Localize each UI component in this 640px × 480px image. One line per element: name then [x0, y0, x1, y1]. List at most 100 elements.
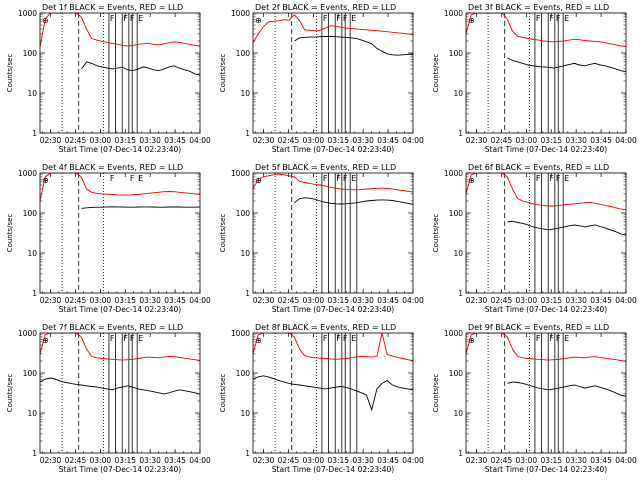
- plot-title: Det 3f BLACK = Events, RED = LLD: [468, 3, 609, 12]
- flag-letter: F: [130, 14, 135, 23]
- x-tick-label: 02:45: [65, 136, 87, 145]
- y-tick-label: 1000: [231, 329, 250, 338]
- x-tick-label: 04:00: [189, 136, 211, 145]
- x-tick-label: 03:45: [164, 296, 186, 305]
- x-axis-label: Start Time (07-Dec-14 02:23:40): [59, 465, 181, 474]
- y-tick-label: 1: [458, 129, 463, 138]
- plot-frame: [465, 12, 627, 134]
- x-tick-label: 03:00: [90, 296, 112, 305]
- plot-panel-6: Det 6f BLACK = Events, RED = LLD Counts/s…: [432, 163, 637, 314]
- plot-panel-4: Det 4f BLACK = Events, RED = LLD Counts/s…: [6, 163, 211, 314]
- x-tick-label: 03:30: [565, 136, 587, 145]
- plot-frame: [39, 172, 201, 294]
- flag-letter: E: [351, 174, 356, 183]
- flag-letter: F: [336, 174, 341, 183]
- flag-letter: F: [343, 334, 348, 343]
- x-tick-label: 04:00: [189, 296, 211, 305]
- flag-letter: F: [123, 334, 128, 343]
- flag-letter: F: [110, 334, 115, 343]
- x-tick-label: 02:30: [253, 136, 275, 145]
- x-tick-label: 03:45: [377, 296, 399, 305]
- x-axis-label: Start Time (07-Dec-14 02:23:40): [485, 305, 607, 314]
- x-tick-label: 03:45: [164, 136, 186, 145]
- y-tick-label: 100: [236, 49, 251, 58]
- plot-title: Det 6f BLACK = Events, RED = LLD: [468, 163, 609, 172]
- plot-panel-5: Det 5f BLACK = Events, RED = LLD Counts/s…: [219, 163, 424, 314]
- x-tick-label: 02:30: [253, 456, 275, 465]
- x-axis-label: Start Time (07-Dec-14 02:23:40): [485, 145, 607, 154]
- y-axis-label: Counts/sec: [219, 214, 227, 253]
- y-tick-label: 1000: [444, 169, 463, 178]
- plot-panel-8: Det 8f BLACK = Events, RED = LLD Counts/s…: [219, 323, 424, 474]
- x-tick-label: 02:30: [40, 136, 62, 145]
- series-events-line: [40, 377, 200, 395]
- flag-letter: E: [138, 14, 143, 23]
- y-tick-label: 100: [23, 49, 38, 58]
- x-axis-label: Start Time (07-Dec-14 02:23:40): [59, 145, 181, 154]
- series-events-line: [507, 381, 626, 397]
- x-axis-label: Start Time (07-Dec-14 02:23:40): [59, 305, 181, 314]
- y-tick-label: 10: [453, 249, 463, 258]
- y-tick-label: 1000: [231, 9, 250, 18]
- x-tick-label: 03:30: [565, 456, 587, 465]
- flag-letter: F: [323, 14, 328, 23]
- corner-symbol: ⊕: [468, 336, 475, 345]
- x-tick-label: 03:30: [139, 456, 161, 465]
- flag-letter: E: [564, 334, 569, 343]
- y-axis-label: Counts/sec: [432, 54, 440, 93]
- x-tick-label: 03:30: [352, 136, 374, 145]
- x-tick-label: 03:00: [90, 456, 112, 465]
- y-tick-label: 100: [23, 369, 38, 378]
- x-tick-label: 03:00: [90, 136, 112, 145]
- x-tick-label: 03:30: [565, 296, 587, 305]
- x-tick-label: 02:30: [253, 296, 275, 305]
- flag-letter: F: [323, 334, 328, 343]
- x-tick-label: 03:00: [303, 136, 325, 145]
- y-axis-label: Counts/sec: [219, 54, 227, 93]
- plot-panel-3: Det 3f BLACK = Events, RED = LLD Counts/s…: [432, 3, 637, 154]
- x-tick-label: 02:45: [491, 136, 513, 145]
- y-tick-label: 100: [23, 209, 38, 218]
- plot-panel-2: Det 2f BLACK = Events, RED = LLD Counts/s…: [219, 3, 424, 154]
- x-tick-label: 04:00: [189, 456, 211, 465]
- x-axis-label: Start Time (07-Dec-14 02:23:40): [272, 305, 394, 314]
- corner-symbol: ⊕: [468, 16, 475, 25]
- y-tick-label: 1: [458, 449, 463, 458]
- flag-letter: E: [564, 14, 569, 23]
- x-tick-label: 03:30: [352, 456, 374, 465]
- flag-letter: F: [549, 14, 554, 23]
- series-events-line: [294, 197, 413, 205]
- x-tick-label: 03:15: [540, 136, 562, 145]
- flag-letter: F: [536, 14, 541, 23]
- x-tick-label: 04:00: [615, 296, 637, 305]
- flag-letter: F: [549, 174, 554, 183]
- x-tick-label: 02:30: [40, 296, 62, 305]
- x-tick-label: 03:15: [327, 136, 349, 145]
- y-axis-label: Counts/sec: [219, 374, 227, 413]
- series-lld-line: [253, 173, 413, 193]
- flag-letter: F: [123, 14, 128, 23]
- y-tick-label: 1000: [18, 329, 37, 338]
- plot-title: Det 5f BLACK = Events, RED = LLD: [255, 163, 396, 172]
- y-tick-label: 1: [32, 449, 37, 458]
- x-tick-label: 04:00: [402, 296, 424, 305]
- plot-panel-1: Det 1f BLACK = Events, RED = LLD Counts/s…: [6, 3, 211, 154]
- corner-symbol: ⊕: [255, 336, 262, 345]
- x-tick-label: 03:15: [540, 456, 562, 465]
- x-tick-label: 02:45: [65, 296, 87, 305]
- x-tick-label: 03:45: [164, 456, 186, 465]
- y-tick-label: 100: [449, 209, 464, 218]
- y-tick-label: 10: [240, 249, 250, 258]
- x-tick-label: 02:45: [278, 296, 300, 305]
- y-tick-label: 1000: [444, 329, 463, 338]
- flag-letter: F: [130, 334, 135, 343]
- corner-symbol: ⊕: [255, 16, 262, 25]
- series-lld-line: [466, 13, 626, 47]
- x-tick-label: 03:30: [352, 296, 374, 305]
- x-tick-label: 02:45: [491, 456, 513, 465]
- y-tick-label: 1: [245, 289, 250, 298]
- series-events-line: [81, 206, 200, 209]
- flag-letter: F: [556, 14, 561, 23]
- plot-title: Det 7f BLACK = Events, RED = LLD: [42, 323, 183, 332]
